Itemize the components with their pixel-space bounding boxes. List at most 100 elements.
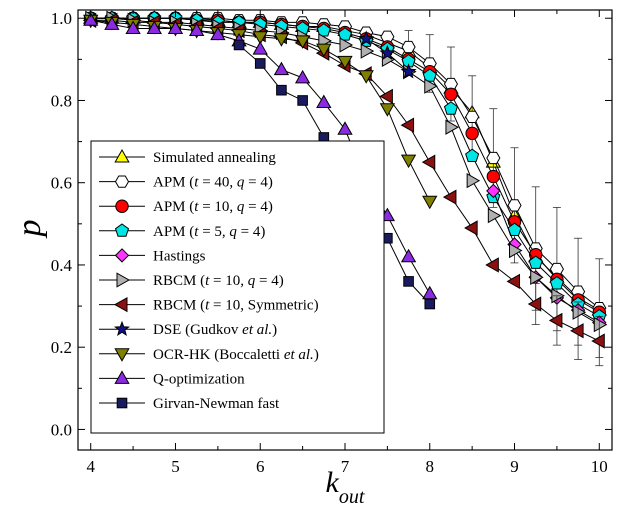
data-point	[403, 276, 414, 287]
data-point	[125, 20, 141, 35]
data-point	[422, 68, 437, 82]
data-point	[316, 23, 331, 37]
data-point	[167, 20, 184, 35]
legend-label-part: APM (	[153, 224, 194, 240]
data-point	[507, 199, 522, 212]
legend-item: RBCM (t = 10, Symmetric)	[99, 296, 319, 314]
legend-label-part: RBCM (	[153, 298, 205, 314]
data-point	[527, 296, 542, 312]
data-point	[465, 110, 480, 124]
legend-label-part: = 5,	[198, 224, 229, 240]
data-point	[445, 119, 459, 135]
legend-label: Simulated annealing	[153, 150, 276, 166]
data-point	[146, 20, 162, 35]
series-4	[486, 183, 607, 330]
data-point	[379, 44, 396, 60]
legend: Simulated annealing APM (t = 40, q = 4) AP…	[90, 140, 385, 434]
legend-label: APM (t = 40, q = 4)	[153, 175, 273, 191]
x-tick-label: 4	[86, 457, 95, 476]
legend-marker	[114, 370, 130, 384]
x-tick-label: 8	[426, 457, 435, 476]
data-point	[360, 43, 375, 59]
legend-label-italic: q	[237, 199, 245, 215]
x-tick-label: 9	[510, 457, 519, 476]
data-point	[443, 101, 459, 115]
legend-label: Girvan-Newman fast	[153, 396, 280, 412]
data-point	[210, 26, 226, 41]
data-point	[509, 242, 523, 259]
x-tick-label: 10	[591, 457, 608, 476]
data-point	[485, 257, 499, 273]
legend-item: Simulated annealing	[99, 148, 276, 166]
plot-area	[82, 10, 608, 367]
legend-item: APM (t = 10, q = 4)	[99, 199, 273, 215]
data-point	[294, 69, 311, 84]
axes: 4 5 6 7 8 9 10 0.0 0.2 0.4 0.6 0.8 1.0 kout p	[11, 9, 613, 508]
data-point	[379, 103, 396, 117]
legend-label-part: Q-optimization	[153, 371, 245, 387]
data-point	[297, 95, 308, 106]
data-point	[379, 88, 393, 105]
legend-label-italic: et al.	[242, 322, 272, 338]
legend-label-italic: t	[205, 298, 210, 314]
legend-marker	[114, 175, 130, 188]
y-tick-label: 0.4	[51, 256, 73, 275]
legend-marker	[114, 348, 130, 362]
legend-label-italic: t	[194, 175, 199, 191]
data-point	[337, 27, 353, 41]
legend-label-part: Simulated annealing	[153, 150, 276, 166]
legend-label: OCR-HK (Boccaletti et al.)	[153, 347, 319, 363]
legend-label-part: = 10,	[209, 273, 247, 289]
data-point	[444, 87, 458, 101]
data-point	[401, 40, 416, 54]
x-axis-label-subscript: out	[339, 486, 365, 508]
series-7	[358, 30, 417, 79]
legend-marker	[114, 320, 130, 336]
data-point	[189, 22, 205, 37]
legend-label-part: DSE (Gudkov	[153, 322, 242, 338]
legend-label-italic: q	[248, 273, 256, 289]
data-point	[273, 61, 290, 76]
legend-item: Q-optimization	[99, 370, 245, 387]
data-point	[486, 151, 501, 165]
legend-item: APM (t = 5, q = 4)	[99, 223, 265, 240]
data-point	[400, 248, 417, 263]
data-point	[530, 269, 544, 285]
legend-marker	[113, 296, 128, 313]
data-point	[276, 84, 287, 96]
legend-label-part: Hastings	[153, 248, 206, 264]
y-tick-label: 0.0	[51, 420, 72, 439]
data-point	[422, 285, 438, 300]
legend-label: APM (t = 5, q = 4)	[153, 224, 265, 240]
legend-label-italic: t	[194, 224, 199, 240]
data-point	[83, 12, 99, 26]
data-point	[424, 298, 436, 310]
legend-item: RBCM (t = 10, q = 4)	[99, 272, 284, 289]
legend-label-part: = 4)	[244, 199, 272, 215]
legend-label: Q-optimization	[153, 371, 245, 387]
x-axis-label-main: k	[326, 466, 340, 499]
y-tick-label: 0.8	[51, 91, 72, 110]
data-point	[294, 35, 311, 49]
legend-label-part: )	[272, 322, 277, 338]
legend-label-part: = 4)	[244, 175, 272, 191]
legend-item: APM (t = 40, q = 4)	[99, 175, 273, 191]
data-point	[442, 189, 457, 205]
data-point	[572, 304, 587, 320]
legend-marker	[114, 148, 130, 163]
data-point	[570, 323, 584, 339]
data-point	[252, 31, 268, 45]
data-point	[506, 273, 521, 290]
legend-label-italic: t	[194, 199, 199, 215]
data-point	[358, 70, 374, 84]
data-point	[400, 117, 415, 133]
legend-marker	[116, 397, 128, 409]
x-tick-label: 5	[171, 457, 180, 476]
y-axis-label: p	[11, 220, 48, 239]
data-point	[507, 222, 522, 237]
data-point	[487, 207, 502, 224]
legend-label-part: = 4)	[237, 224, 265, 240]
legend-marker	[114, 223, 130, 237]
legend-label-part: = 10,	[198, 199, 236, 215]
data-point	[424, 78, 438, 94]
